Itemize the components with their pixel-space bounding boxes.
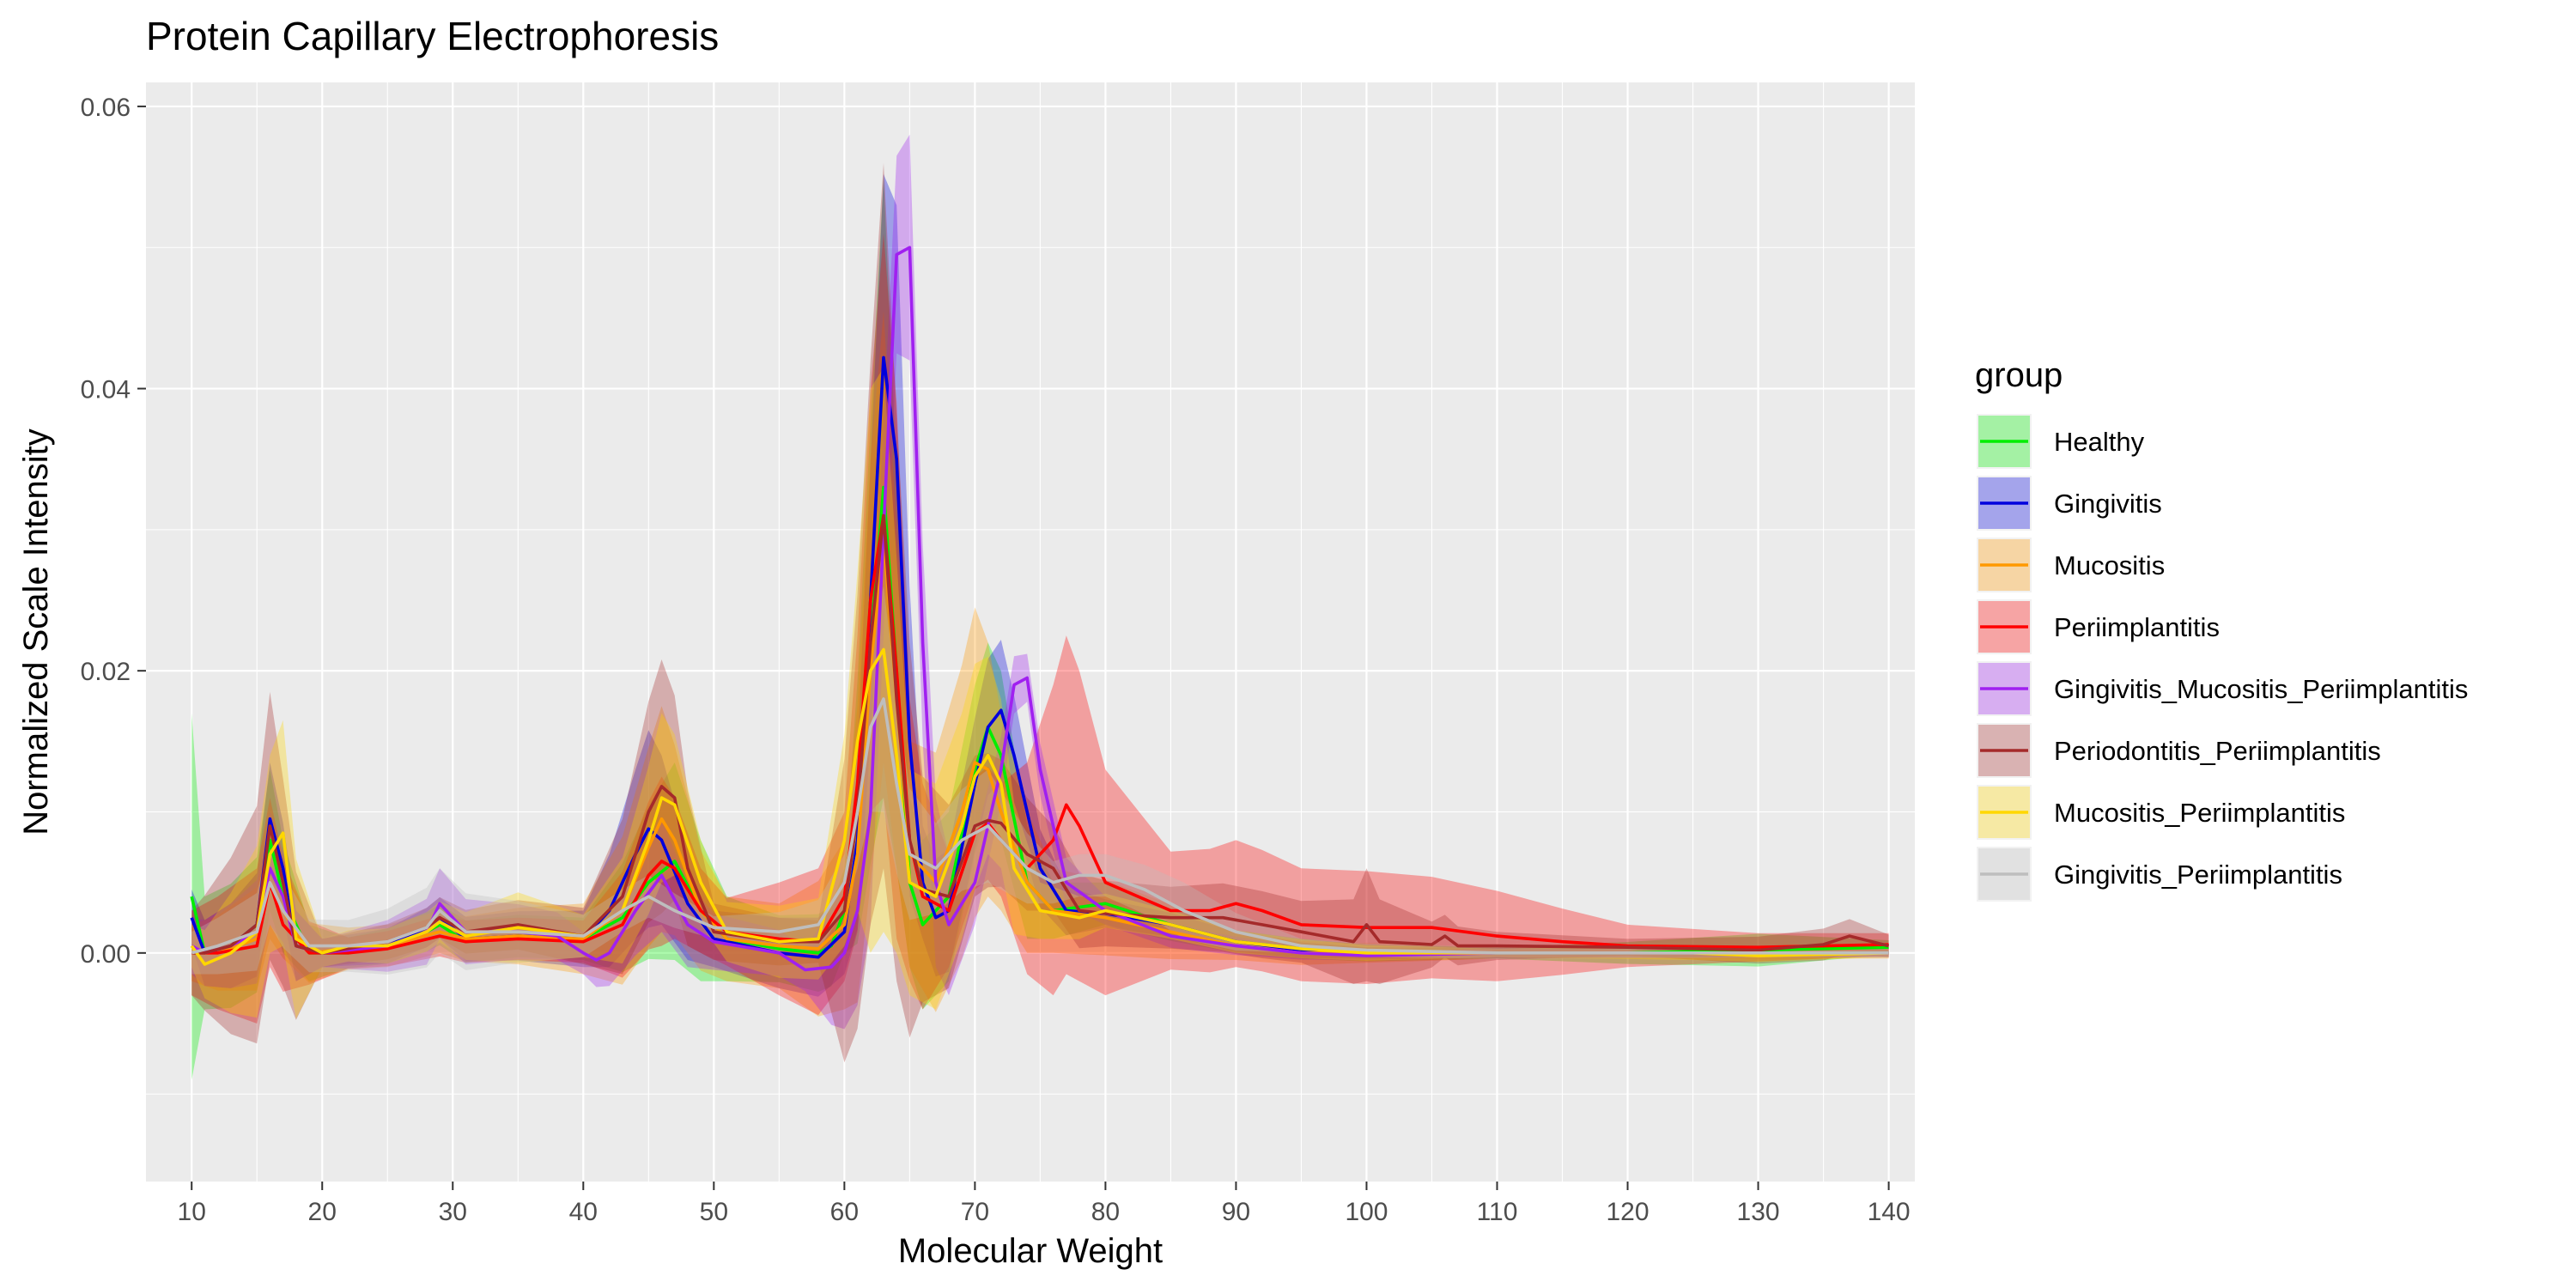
series-line-gingivitis_periimplantitis <box>191 697 1889 955</box>
y-tick-label: 0.00 <box>81 940 131 969</box>
legend-label: Periodontitis_Periimplantitis <box>2054 736 2381 766</box>
legend-label: Mucositis_Periimplantitis <box>2054 798 2345 828</box>
series-line-gingivitis_mucositis_periimplantitis <box>191 246 1889 972</box>
x-tick-label: 40 <box>569 1198 598 1226</box>
x-tick-label: 70 <box>961 1198 989 1226</box>
plot-panel <box>146 82 1915 1182</box>
legend-label: Gingivitis <box>2054 489 2162 519</box>
legend-item: Mucositis_Periimplantitis <box>1977 785 2345 840</box>
ribbon-healthy <box>191 177 1889 1080</box>
x-tick-label: 130 <box>1737 1198 1780 1226</box>
y-tick-label: 0.06 <box>81 94 131 122</box>
legend-item: Gingivitis_Periimplantitis <box>1977 847 2342 902</box>
x-axis-title: Molecular Weight <box>898 1232 1163 1270</box>
legend-label: Periimplantitis <box>2054 612 2220 642</box>
gridlines <box>146 82 1915 1182</box>
x-tick-label: 80 <box>1091 1198 1120 1226</box>
x-tick-label: 110 <box>1477 1198 1518 1226</box>
x-tick-label: 60 <box>830 1198 859 1226</box>
x-tick-label: 30 <box>439 1198 467 1226</box>
x-tick-label: 140 <box>1868 1198 1911 1226</box>
legend-item: Mucositis <box>1977 538 2165 592</box>
chart-title: Protein Capillary Electrophoresis <box>146 14 719 58</box>
legend-label: Gingivitis_Mucositis_Periimplantitis <box>2054 674 2468 704</box>
series-line-mucositis_periimplantitis <box>190 647 1889 966</box>
x-tick-label: 90 <box>1222 1198 1250 1226</box>
axis-layer: 10 20 30 40 50 60 70 80 90 100 110 120 130 140 0.00 0.0… <box>81 94 1911 1226</box>
ribbon-gingivitis_mucositis_periimplantitis <box>191 134 1889 1030</box>
lines-layer <box>190 246 1890 972</box>
x-tick-label: 100 <box>1345 1198 1388 1226</box>
legend-label: Mucositis <box>2054 550 2165 580</box>
legend: Healthy Gingivitis Mucositis Periimplantiti… <box>1977 414 2468 902</box>
legend-item: Healthy <box>1977 414 2145 469</box>
x-tick-label: 20 <box>308 1198 337 1226</box>
y-tick-label: 0.02 <box>81 658 131 686</box>
legend-item: Gingivitis <box>1977 476 2162 531</box>
ribbon-periodontitis_periimplantitis <box>191 162 1889 1063</box>
legend-item: Periodontitis_Periimplantitis <box>1977 723 2381 778</box>
legend-item: Gingivitis_Mucositis_Periimplantitis <box>1977 661 2468 716</box>
legend-label: Healthy <box>2054 427 2145 457</box>
x-tick-label: 120 <box>1607 1198 1649 1226</box>
y-axis-title: Normalized Scale Intensity <box>17 428 55 835</box>
x-tick-label: 50 <box>700 1198 728 1226</box>
legend-item: Periimplantitis <box>1977 599 2220 654</box>
y-tick-label: 0.04 <box>81 376 131 404</box>
legend-label: Gingivitis_Periimplantitis <box>2054 860 2342 890</box>
legend-title: group <box>1975 356 2063 394</box>
x-tick-label: 10 <box>178 1198 206 1226</box>
ribbon-gingivitis <box>191 173 1889 997</box>
